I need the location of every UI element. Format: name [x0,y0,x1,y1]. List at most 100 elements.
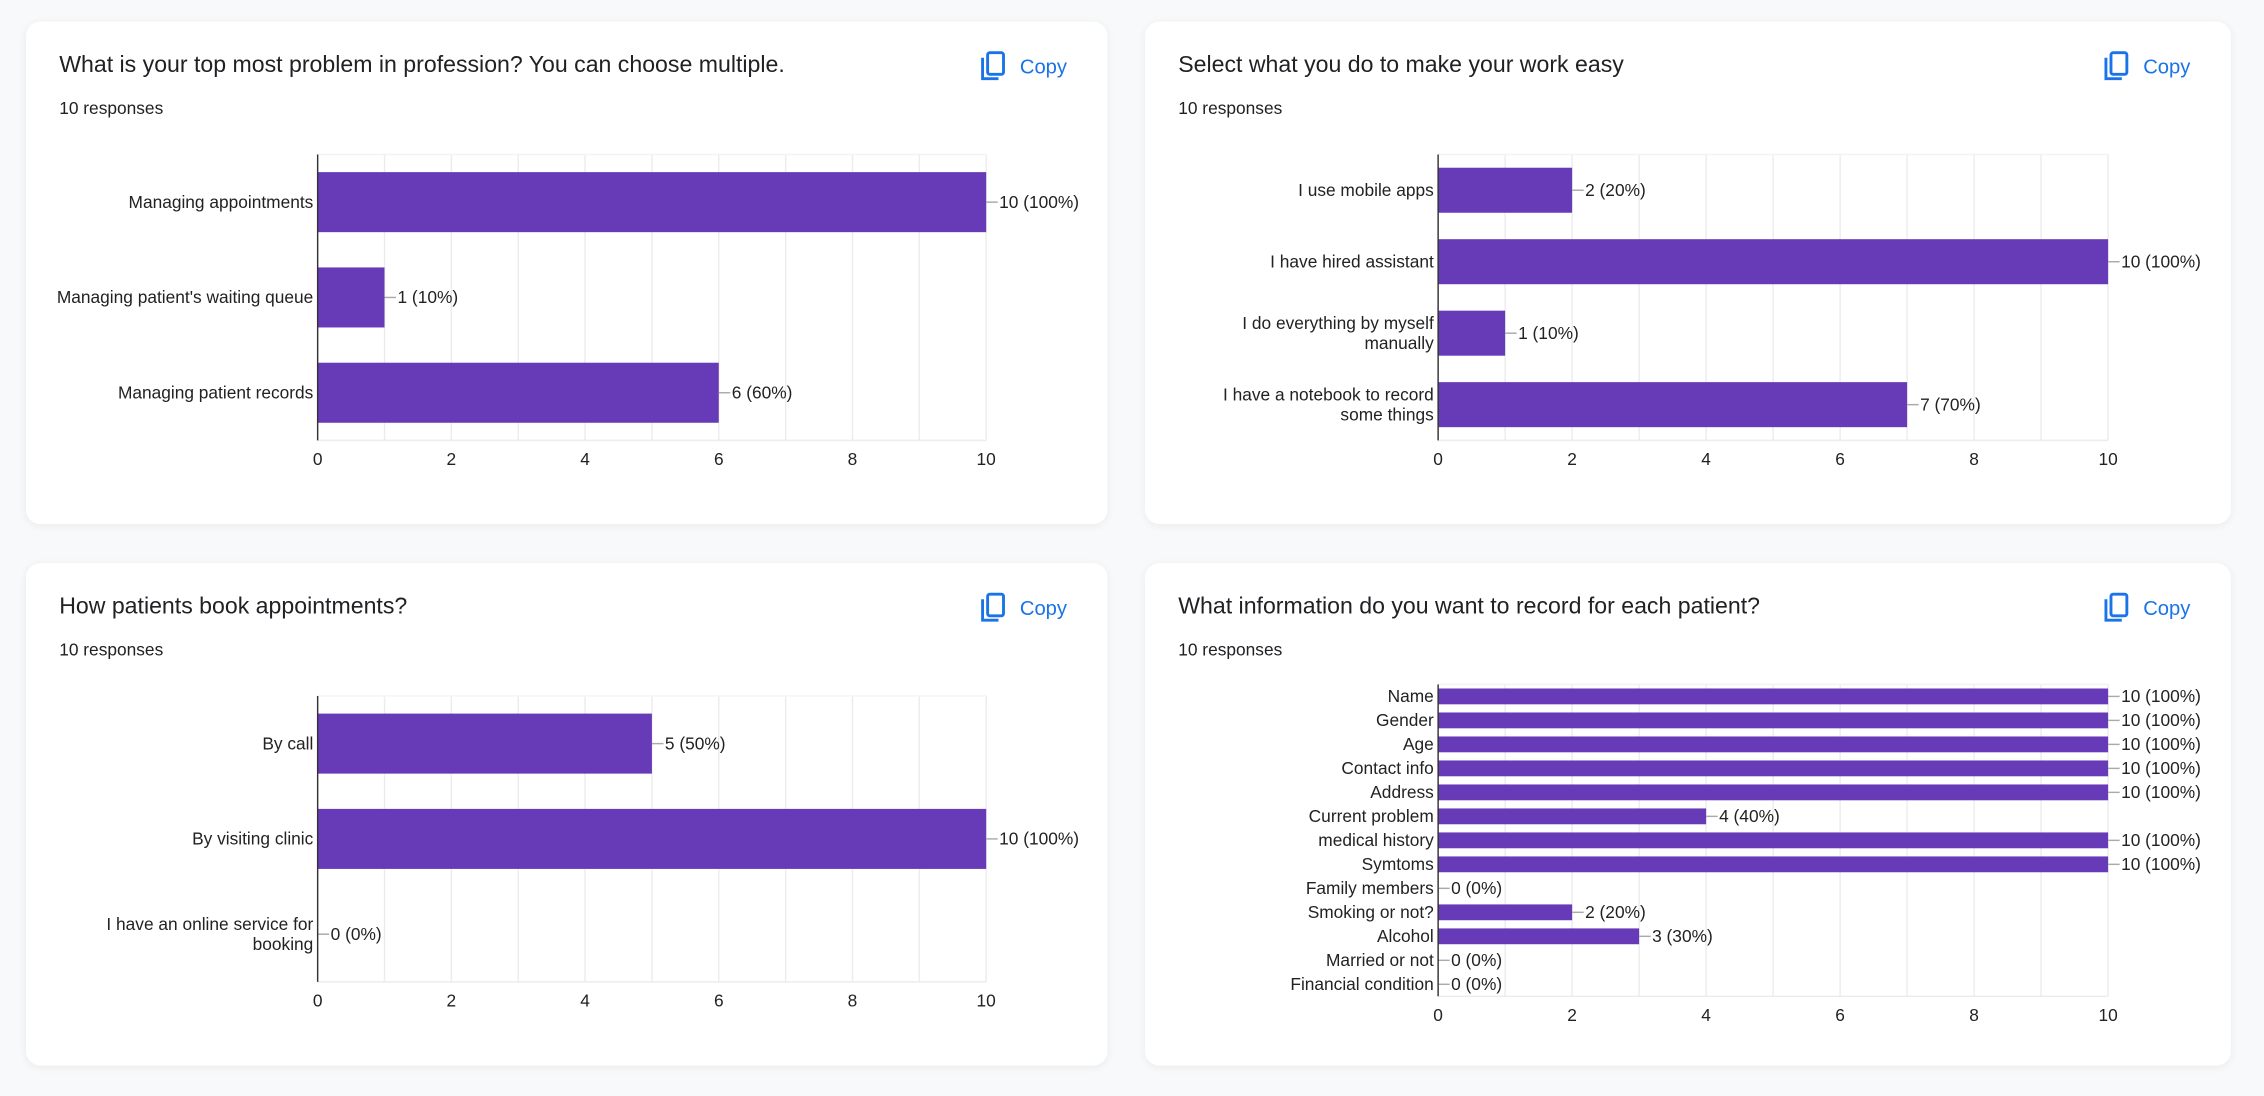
x-tick-label: 2 [1567,449,1577,469]
category-label: By call [262,733,313,753]
data-label: 10 (100%) [2121,854,2201,874]
category-label: I do everything by myself manually [1242,313,1434,353]
bar [1438,760,2109,777]
bar [1438,904,1573,921]
data-label: 0 (0%) [331,924,382,944]
response-count: 10 responses [59,98,164,119]
x-tick-label: 0 [1433,449,1443,469]
data-label: 10 (100%) [2121,758,2201,778]
category-label: Current problem [1309,806,1434,826]
x-tick-label: 4 [580,990,590,1010]
category-label: By visiting clinic [192,829,314,849]
category-label: Managing patient records [118,383,314,403]
bar [1438,239,2109,285]
copy-label: Copy [1019,596,1068,620]
data-label: 7 (70%) [1920,394,1981,414]
chart-title: What information do you want to record f… [1178,594,1760,620]
x-tick-label: 6 [714,990,724,1010]
bar-chart: 0 2 4 6 8 10 10 (100%) Managing appointments 1 (… [57,153,1079,469]
data-label: 10 (100%) [2121,686,2201,706]
category-label: Symtoms [1362,854,1434,874]
x-tick-label: 8 [848,449,858,469]
chart-title: How patients book appointments? [59,594,408,620]
data-label: 10 (100%) [2121,830,2201,850]
copy-label: Copy [1019,54,1068,78]
bar [1438,382,1908,428]
x-tick-label: 2 [1567,1005,1577,1025]
bar [317,267,385,328]
data-label: 0 (0%) [1451,950,1502,970]
chart-card-work-easy: Select what you do to make your work eas… [1145,21,2231,525]
copy-icon [2104,51,2129,81]
data-label: 0 (0%) [1451,974,1502,994]
category-label: I have hired assistant [1270,251,1434,271]
bar [1438,712,2109,729]
bar [317,362,719,423]
data-label: 1 (10%) [398,287,459,307]
bar [317,713,652,774]
bar [1438,832,2109,849]
category-label: I have an online service for booking [106,914,313,954]
data-label: 10 (100%) [999,192,1079,212]
bar-chart: 0 2 4 6 8 10 5 (50%) By call 10 (100%) By visitin… [106,695,1079,1010]
chart-card-problems: What is your top most problem in profess… [25,21,1108,525]
category-label: Family members [1306,878,1434,898]
bar [1438,167,1573,213]
copy-icon [2104,592,2129,622]
category-label: Financial condition [1290,974,1433,994]
bar-chart: 0 2 4 6 8 10 10 (100%) Name 10 (100%) Gender 10 (1… [1290,683,2201,1025]
copy-button[interactable]: Copy [2103,592,2191,624]
data-label: 6 (60%) [732,383,793,403]
category-label: I have a notebook to record some things [1223,384,1434,424]
bar [317,808,987,869]
x-tick-label: 10 [977,990,996,1010]
copy-icon [981,592,1006,622]
data-label: 10 (100%) [2121,251,2201,271]
category-label: Managing appointments [129,192,314,212]
x-tick-label: 0 [1433,1005,1443,1025]
chart-title: What is your top most problem in profess… [59,53,785,78]
data-label: 10 (100%) [999,829,1079,849]
x-tick-label: 8 [848,990,858,1010]
category-label: Name [1388,686,1434,706]
data-label: 1 (10%) [1518,323,1579,343]
x-tick-label: 2 [447,449,457,469]
data-label: 3 (30%) [1652,926,1713,946]
x-tick-label: 4 [1701,1005,1711,1025]
category-label: I use mobile apps [1298,180,1434,200]
bar [1438,310,1506,356]
chart-card-patient-info: What information do you want to record f… [1145,563,2231,1066]
category-label: Contact info [1341,758,1433,778]
copy-label: Copy [2143,596,2191,620]
x-tick-label: 10 [2098,1005,2117,1025]
category-label: Alcohol [1377,926,1434,946]
copy-button[interactable]: Copy [979,51,1067,83]
copy-button[interactable]: Copy [979,592,1067,624]
category-label: Smoking or not? [1308,902,1434,922]
x-tick-label: 8 [1969,449,1979,469]
x-tick-label: 8 [1969,1005,1979,1025]
bar [1438,736,2109,753]
copy-icon [981,51,1006,81]
data-label: 10 (100%) [2121,782,2201,802]
response-count: 10 responses [1178,639,1283,660]
data-label: 5 (50%) [665,733,726,753]
x-tick-label: 0 [313,990,323,1010]
category-label: Age [1403,734,1434,754]
x-tick-label: 0 [313,449,323,469]
data-label: 10 (100%) [2121,734,2201,754]
data-label: 4 (40%) [1719,806,1780,826]
response-count: 10 responses [1178,98,1283,119]
bar [1438,784,2109,801]
bar [1438,928,1640,945]
bar-chart: 0 2 4 6 8 10 2 (20%) I use mobile apps 10 (100%)… [1223,153,2201,469]
copy-label: Copy [2143,54,2191,78]
copy-button[interactable]: Copy [2103,51,2191,83]
x-tick-label: 10 [977,449,996,469]
data-label: 10 (100%) [2121,710,2201,730]
x-tick-label: 10 [2098,449,2117,469]
x-tick-label: 6 [1835,1005,1845,1025]
category-label: Address [1370,782,1434,802]
bar [317,172,987,233]
chart-card-booking: How patients book appointments? 10 respo… [25,563,1108,1066]
